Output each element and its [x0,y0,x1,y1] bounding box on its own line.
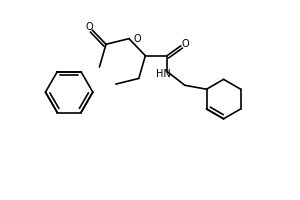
Text: O: O [182,39,190,49]
Text: O: O [134,34,142,44]
Text: HN: HN [156,69,170,79]
Text: O: O [85,22,93,32]
